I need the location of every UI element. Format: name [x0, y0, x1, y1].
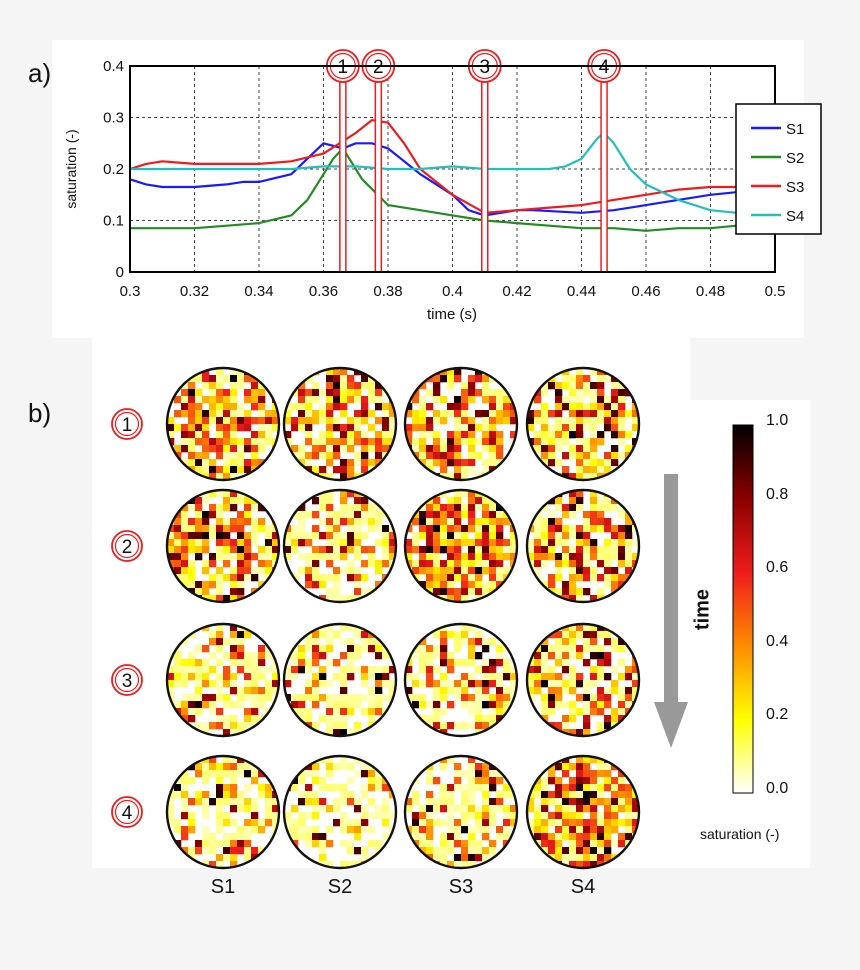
heatmap-outline [165, 488, 281, 604]
column-label-s1: S1 [210, 876, 236, 898]
y-tick-label: 0 [116, 264, 124, 281]
panel-a-label: a) [28, 58, 52, 88]
time-arrow [654, 474, 688, 748]
y-tick-label: 0.3 [103, 110, 124, 127]
x-tick-label: 0.46 [631, 283, 660, 300]
time-marker-label: 4 [599, 57, 610, 78]
colorbar-tick-label: 0.4 [766, 632, 789, 650]
heatmap-outline [525, 488, 641, 604]
x-tick-label: 0.42 [502, 283, 531, 300]
legend-label: S1 [786, 121, 804, 138]
colorbar-tick-label: 1.0 [766, 412, 789, 429]
colorbar-tick-label: 0.2 [766, 706, 789, 724]
x-tick-label: 0.5 [765, 283, 786, 300]
colorbar-tick-label: 0.6 [766, 559, 789, 577]
row-marker-label: 3 [122, 671, 133, 692]
heatmap-row2-s2 [284, 490, 396, 602]
x-tick-label: 0.44 [567, 283, 596, 300]
series-line-s4 [130, 131, 737, 214]
heatmap-row1-s2 [284, 368, 396, 480]
legend-label: S4 [786, 208, 804, 225]
column-label-s3: S3 [448, 876, 474, 898]
x-tick-label: 0.36 [309, 283, 338, 300]
heatmap-outline [525, 622, 641, 738]
y-tick-label: 0.4 [103, 58, 124, 75]
legend-label: S2 [786, 150, 804, 167]
colorbar-tick-label: 0.0 [766, 780, 789, 797]
heatmap-outline [165, 366, 281, 482]
colorbar-title: saturation (-) [700, 826, 780, 842]
row-marker-badge-2 [111, 530, 143, 562]
heatmap-outline [165, 622, 281, 738]
heatmap-outline [403, 366, 519, 482]
heatmap-row4-s2 [284, 756, 396, 868]
y-tick-label: 0.1 [103, 213, 124, 230]
heatmap-row3-s1 [167, 624, 279, 736]
legend-box [735, 103, 822, 235]
heatmap-outline [282, 622, 398, 738]
time-marker-label: 2 [373, 57, 384, 78]
heatmap-outline [165, 754, 281, 870]
row-marker-label: 2 [122, 537, 133, 558]
y-tick-label: 0.2 [103, 161, 124, 178]
colorbar-tick-label: 0.8 [766, 485, 789, 503]
time-marker-label: 3 [479, 57, 490, 78]
heatmap-outline [282, 366, 398, 482]
x-tick-label: 0.48 [696, 283, 725, 300]
saturation-line-chart: 1 2 3 4 0.3 0.32 0.34 0.36 0.38 0.4 0.42 0.44 0.46 0… [63, 49, 822, 323]
heatmap-row4-s1 [167, 756, 279, 868]
x-tick-label: 0.3 [120, 283, 141, 300]
heatmap-outline [403, 754, 519, 870]
heatmap-outline [282, 488, 398, 604]
heatmap-outline [525, 754, 641, 870]
heatmap-outline [403, 488, 519, 604]
legend-label: S3 [786, 179, 804, 196]
heatmap-outline [282, 754, 398, 870]
colorbar [732, 424, 754, 794]
time-label: time [691, 588, 714, 631]
row-marker-badge-4 [111, 796, 143, 828]
legend: S1 S2 S3 S4 [735, 103, 822, 235]
column-label-s4: S4 [570, 876, 596, 898]
row-marker-badge-3 [111, 664, 143, 696]
heatmap-outline [525, 366, 641, 482]
row-marker-badge-1 [111, 408, 143, 440]
row-marker-label: 4 [122, 803, 133, 824]
series-line-s3 [129, 118, 737, 214]
x-tick-label: 0.4 [442, 283, 463, 300]
x-tick-label: 0.32 [180, 283, 209, 300]
panel-b-label: b) [28, 398, 52, 428]
time-marker-label: 1 [338, 57, 349, 78]
heatmap-outline [403, 622, 519, 738]
row-marker-label: 1 [122, 415, 133, 436]
x-tick-label: 0.38 [373, 283, 402, 300]
column-label-s2: S2 [327, 876, 353, 898]
x-axis-label: time (s) [427, 306, 477, 323]
y-axis-label: saturation (-) [63, 129, 79, 208]
x-tick-label: 0.34 [244, 283, 273, 300]
